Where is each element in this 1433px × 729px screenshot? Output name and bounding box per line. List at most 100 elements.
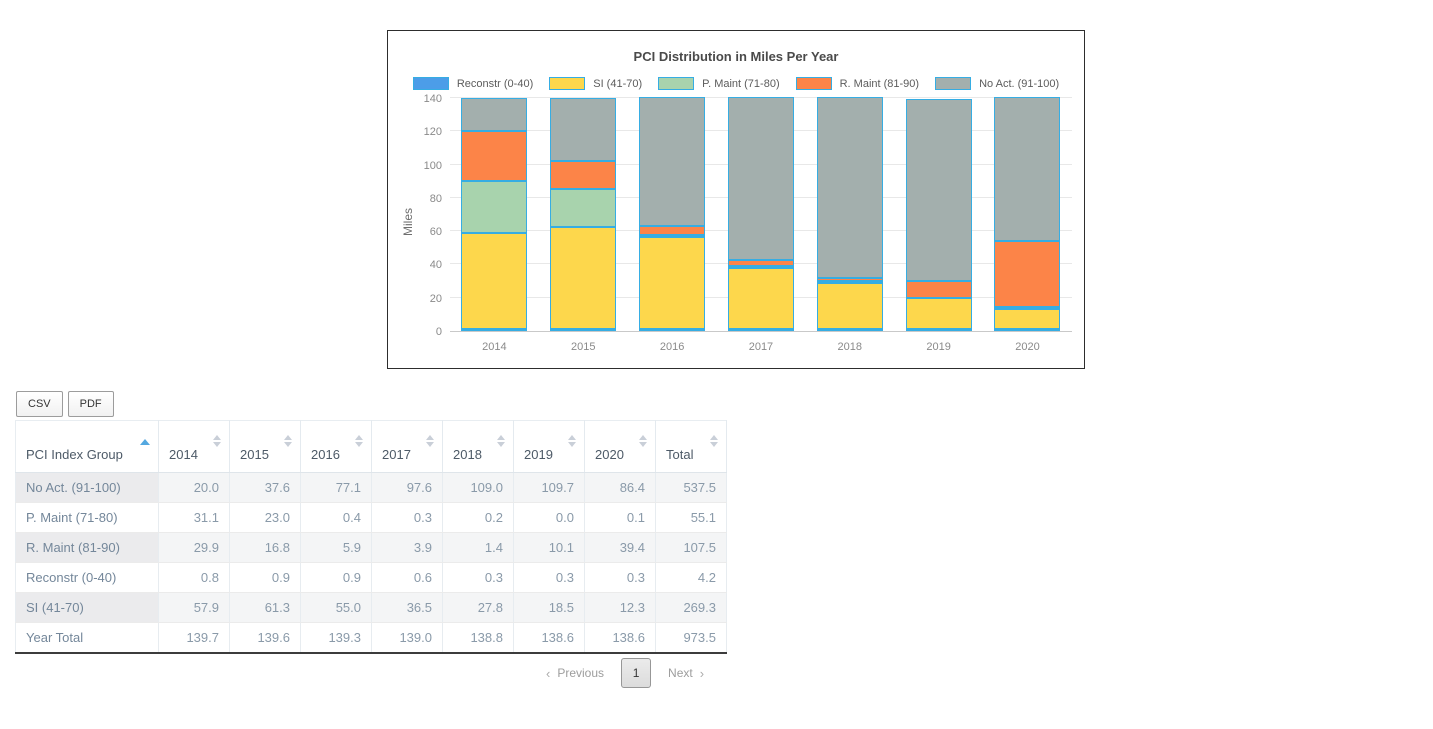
bar-segment[interactable]	[994, 306, 1061, 309]
bars-container	[450, 97, 1072, 331]
legend-label: No Act. (91-100)	[979, 77, 1060, 90]
pdf-export-button[interactable]: PDF	[67, 391, 114, 417]
table-cell: 138.6	[584, 622, 656, 654]
bar-segment[interactable]	[461, 180, 528, 233]
previous-button[interactable]: ‹ Previous	[546, 666, 604, 681]
table-cell: 16.8	[229, 532, 301, 563]
table-cell: 138.8	[442, 622, 514, 654]
bar-segment[interactable]	[816, 97, 883, 279]
table-header-2018[interactable]: 2018	[442, 420, 514, 473]
bar-segment[interactable]	[905, 281, 972, 299]
bar-segment[interactable]	[639, 235, 706, 238]
sort-both-icon	[284, 435, 292, 447]
column-header-label: 2018	[453, 447, 482, 462]
bar-segment[interactable]	[639, 237, 706, 329]
table-cell: 107.5	[655, 532, 727, 563]
pagination: ‹ Previous 1 Next ›	[546, 658, 704, 688]
table-cell: 0.3	[584, 562, 656, 593]
table-cell: 10.1	[513, 532, 585, 563]
table-cell: 31.1	[158, 502, 230, 533]
column-header-label: 2015	[240, 447, 269, 462]
bar-segment[interactable]	[550, 160, 617, 189]
x-tick-label: 2017	[748, 341, 774, 353]
bar-segment[interactable]	[639, 329, 706, 331]
sort-both-icon	[355, 435, 363, 447]
bar-segment[interactable]	[639, 97, 706, 226]
table-cell: 109.0	[442, 472, 514, 503]
table-row: Reconstr (0-40) 0.8 0.9 0.9 0.6 0.3 0.3 0.3 4.2	[15, 562, 727, 593]
table-header-2015[interactable]: 2015	[229, 420, 301, 473]
previous-label: Previous	[557, 666, 605, 680]
bar-segment[interactable]	[994, 97, 1061, 241]
y-tick-label: 100	[423, 159, 442, 172]
bar-segment[interactable]	[550, 188, 617, 227]
table-cell: 139.7	[158, 622, 230, 654]
page-1-button[interactable]: 1	[621, 658, 652, 688]
sort-asc-icon	[140, 439, 150, 445]
column-header-label: 2019	[524, 447, 553, 462]
bar-segment[interactable]	[550, 226, 617, 329]
bar-segment[interactable]	[816, 329, 883, 331]
bar-segment[interactable]	[461, 232, 528, 329]
table-cell: 0.6	[371, 562, 443, 593]
next-button[interactable]: Next ›	[668, 666, 704, 681]
table-row: P. Maint (71-80) 31.1 23.0 0.4 0.3 0.2 0.0 0.1 5…	[15, 502, 727, 533]
legend-item: R. Maint (81-90)	[795, 77, 919, 90]
table-cell: 0.2	[442, 502, 514, 533]
bar-segment[interactable]	[461, 131, 528, 181]
table-row: R. Maint (81-90) 29.9 16.8 5.9 3.9 1.4 10.1 39.…	[15, 532, 727, 563]
bar-segment[interactable]	[905, 329, 972, 331]
table-row: Year Total 139.7 139.6 139.3 139.0 138.8 138.6…	[15, 622, 727, 654]
bar-segment[interactable]	[727, 259, 794, 267]
table-cell: 139.6	[229, 622, 301, 654]
legend-label: Reconstr (0-40)	[456, 77, 534, 90]
bar-segment[interactable]	[727, 329, 794, 331]
table-cell: 973.5	[655, 622, 727, 654]
bar-segment[interactable]	[816, 280, 883, 283]
bar-segment[interactable]	[550, 98, 617, 161]
table-header-2017[interactable]: 2017	[371, 420, 443, 473]
bar-segment[interactable]	[639, 225, 706, 236]
bar-segment[interactable]	[727, 268, 794, 329]
chart-title: PCI Distribution in Miles Per Year	[633, 49, 839, 64]
table-header-2016[interactable]: 2016	[300, 420, 372, 473]
bar-segment[interactable]	[905, 298, 972, 329]
table-cell: 0.3	[442, 562, 514, 593]
bar-segment[interactable]	[994, 308, 1061, 329]
csv-export-button[interactable]: CSV	[16, 391, 63, 417]
table-cell: 77.1	[300, 472, 372, 503]
table-header-pci-index-group[interactable]: PCI Index Group	[15, 420, 159, 473]
legend-item: No Act. (91-100)	[935, 77, 1059, 90]
bar-segment[interactable]	[816, 282, 883, 329]
sort-both-icon	[639, 435, 647, 447]
bar-segment[interactable]	[461, 329, 528, 331]
bar-segment[interactable]	[461, 97, 528, 132]
bar-segment[interactable]	[816, 278, 883, 281]
table-header-2019[interactable]: 2019	[513, 420, 585, 473]
table-header-total[interactable]: Total	[655, 420, 727, 473]
bar-segment[interactable]	[994, 329, 1061, 331]
sort-both-icon	[568, 435, 576, 447]
bar-segment[interactable]	[994, 240, 1061, 307]
column-header-label: Total	[666, 447, 694, 462]
table-cell: 39.4	[584, 532, 656, 563]
previous-arrow-icon: ‹	[546, 665, 551, 681]
bar-segment[interactable]	[550, 329, 617, 331]
table-cell: 0.9	[229, 562, 301, 593]
bar-segment[interactable]	[905, 98, 972, 282]
table-cell: 139.3	[300, 622, 372, 654]
table-header-2014[interactable]: 2014	[158, 420, 230, 473]
table-cell: 61.3	[229, 592, 301, 623]
legend-swatch-icon	[935, 77, 972, 90]
row-label: SI (41-70)	[15, 592, 159, 623]
table-cell: 18.5	[513, 592, 585, 623]
table-cell: 37.6	[229, 472, 301, 503]
row-label: P. Maint (71-80)	[15, 502, 159, 533]
bar-segment[interactable]	[727, 97, 794, 260]
bar-segment[interactable]	[727, 266, 794, 269]
table-header-2020[interactable]: 2020	[584, 420, 656, 473]
column-header-label: 2014	[169, 447, 198, 462]
column-header-label: 2016	[311, 447, 340, 462]
table-cell: 1.4	[442, 532, 514, 563]
row-label: No Act. (91-100)	[15, 472, 159, 503]
